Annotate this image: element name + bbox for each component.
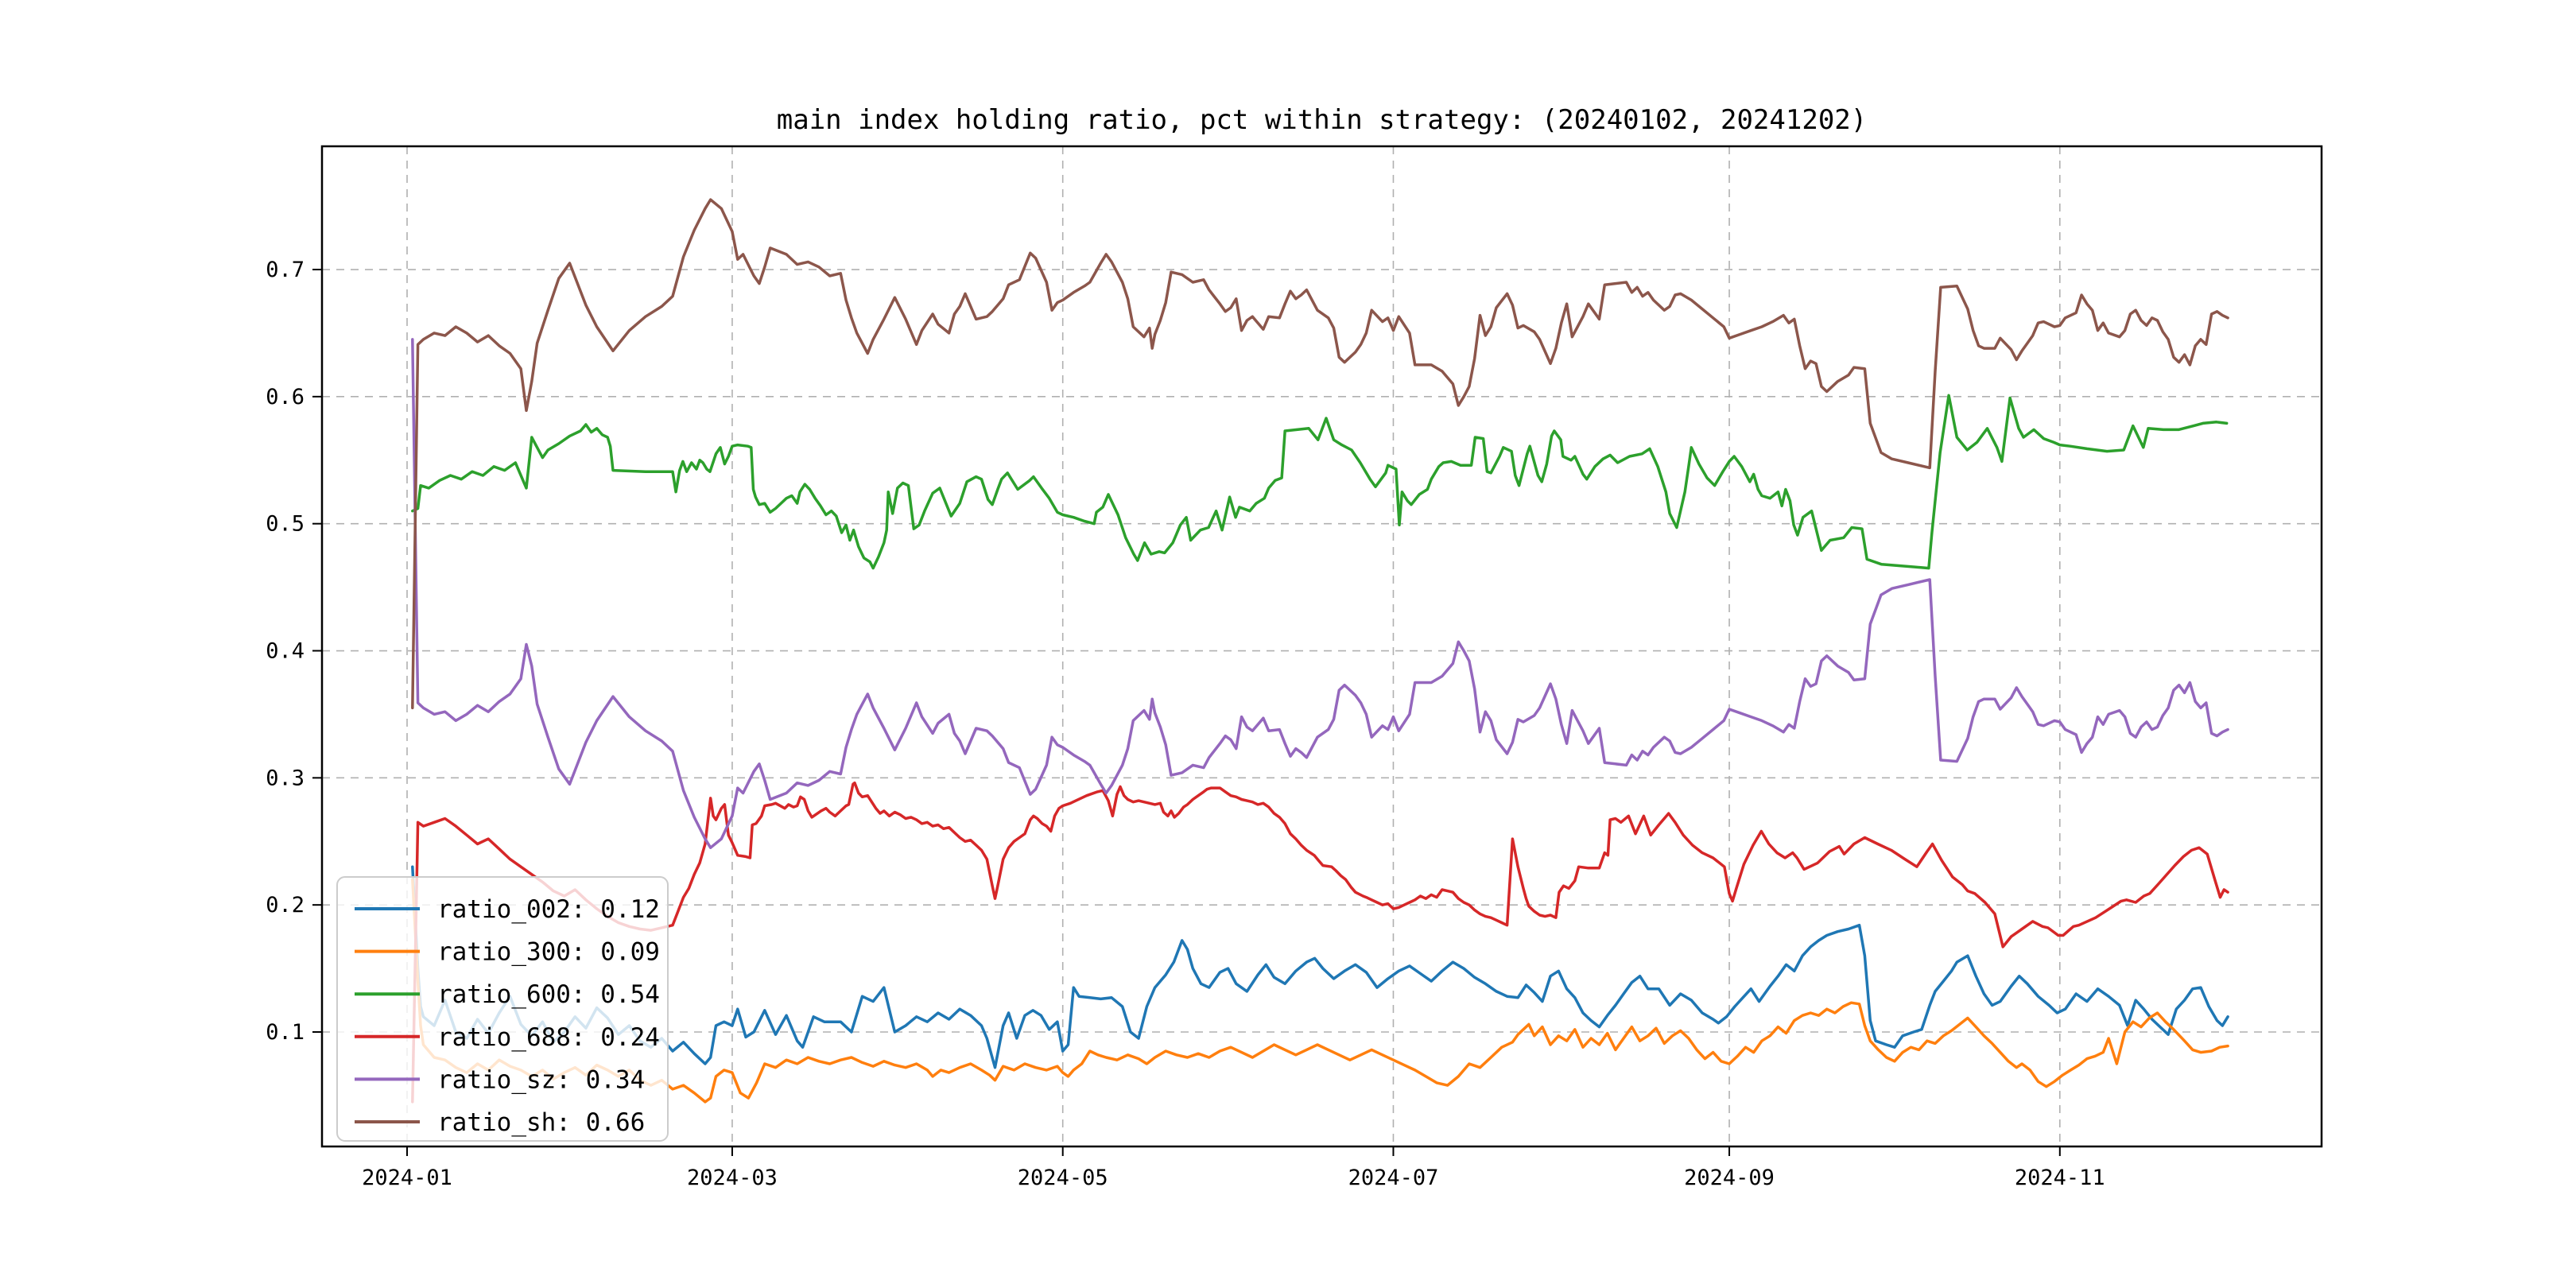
legend-item-ratio_600[interactable]: ratio_600: 0.54 [355,980,660,1009]
series-line-ratio_002 [411,865,2229,1069]
legend[interactable]: ratio_002: 0.12 ratio_300: 0.09 ratio_600:… [336,876,669,1142]
legend-label: ratio_002: 0.12 [437,895,660,924]
plot-frame [320,145,2323,1148]
legend-label: ratio_300: 0.09 [437,938,660,967]
legend-item-ratio_300[interactable]: ratio_300: 0.09 [355,938,660,967]
legend-item-ratio_sz[interactable]: ratio_sz: 0.34 [355,1065,645,1094]
legend-label: ratio_sh: 0.66 [437,1108,645,1137]
data-series [411,198,2229,1104]
series-line-ratio_688 [411,781,2229,1104]
series-line-ratio_600 [411,394,2229,570]
y-tick-label: 0.3 [266,766,305,790]
legend-item-ratio_688[interactable]: ratio_688: 0.24 [355,1023,660,1052]
y-tick-label: 0.7 [266,258,305,282]
x-tick-label: 2024-01 [362,1166,452,1190]
y-tick-label: 0.4 [266,639,305,664]
x-tick-label: 2024-07 [1348,1166,1439,1190]
series-line-ratio_300 [411,878,2229,1104]
series-line-ratio_sh [411,198,2229,710]
x-tick-label: 2024-09 [1684,1166,1775,1190]
legend-box [336,876,669,1142]
axis-ticks: 0.1 0.2 0.3 0.4 0.5 0.6 0.7 2024-01 2024-03 2024-… [266,258,2105,1190]
y-tick-label: 0.5 [266,512,305,537]
legend-item-ratio_sh[interactable]: ratio_sh: 0.66 [355,1108,645,1137]
x-tick-label: 2024-11 [2015,1166,2105,1190]
x-tick-label: 2024-03 [687,1166,778,1190]
legend-label: ratio_600: 0.54 [437,980,660,1009]
y-tick-label: 0.2 [266,893,305,918]
series-line-ratio_sz [411,338,2229,849]
legend-label: ratio_688: 0.24 [437,1023,660,1052]
x-tick-label: 2024-05 [1018,1166,1108,1190]
legend-label: ratio_sz: 0.34 [437,1065,645,1094]
legend-item-ratio_002[interactable]: ratio_002: 0.12 [355,895,660,924]
y-tick-label: 0.1 [266,1020,305,1045]
y-tick-label: 0.6 [266,385,305,409]
chart-title: main index holding ratio, pct within str… [777,104,1867,136]
